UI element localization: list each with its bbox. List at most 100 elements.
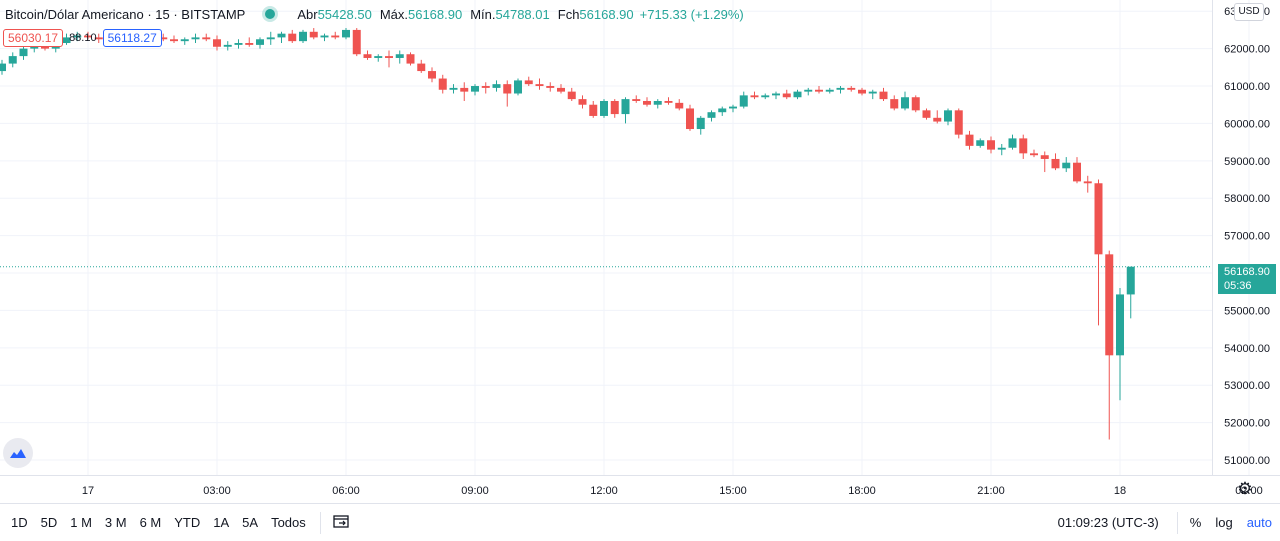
candle-body: [686, 108, 694, 130]
candle-body: [632, 99, 641, 101]
candle-body: [428, 71, 436, 79]
candle-body: [815, 89, 823, 92]
candle-body: [535, 84, 544, 87]
candle-body: [954, 110, 963, 135]
candle-body: [621, 99, 630, 115]
open-value: 55428.50: [317, 6, 372, 22]
candle-body: [234, 43, 243, 45]
auto-toggle[interactable]: auto: [1246, 515, 1272, 530]
candle-body: [589, 104, 598, 116]
tradingview-logo-icon[interactable]: [3, 438, 33, 468]
candle-body: [675, 102, 684, 109]
candle-body: [342, 29, 350, 38]
candle-body: [385, 56, 393, 58]
candle-body: [804, 89, 813, 92]
candle-body: [1051, 158, 1060, 169]
candle-body: [514, 80, 522, 94]
currency-button[interactable]: USD: [1234, 3, 1264, 21]
candle-body: [331, 35, 340, 38]
y-tick-label: 53000.00: [1224, 380, 1270, 392]
y-tick-label: 57000.00: [1224, 231, 1270, 243]
candle-body: [170, 39, 178, 42]
candle-body: [739, 95, 748, 107]
candle-body: [567, 91, 576, 100]
buy-price-button[interactable]: 56118.27: [102, 29, 162, 47]
candle-body: [492, 84, 501, 88]
candle-body: [653, 100, 662, 105]
gear-icon[interactable]: ⚙: [1237, 479, 1253, 498]
range-ytd[interactable]: YTD: [174, 515, 201, 530]
candle-body: [858, 89, 866, 94]
candle-body: [395, 54, 404, 58]
change-value: +715.33 (+1.29%): [639, 6, 744, 22]
candle-body: [600, 100, 608, 116]
candle-body: [1019, 138, 1028, 154]
live-dot-icon: [265, 9, 276, 19]
candle-body: [94, 37, 103, 40]
range-5a[interactable]: 5A: [242, 515, 259, 530]
y-tick-label: 60000.00: [1224, 118, 1270, 130]
x-tick-label: 03:00: [203, 485, 231, 497]
y-tick-label: 58000.00: [1224, 193, 1270, 205]
cloud-icon: [10, 449, 26, 458]
candle-body: [976, 140, 985, 146]
last-price-tag: 56168.90 05:36: [1218, 264, 1276, 294]
candle-body: [965, 134, 974, 146]
log-toggle[interactable]: log: [1215, 515, 1233, 530]
candle-body: [922, 110, 931, 118]
candle-body: [793, 91, 802, 98]
y-tick-label: 54000.00: [1224, 343, 1270, 355]
candle-body: [471, 86, 479, 92]
x-tick-label: 02:00: [1235, 485, 1263, 497]
x-tick-label: 06:00: [332, 485, 360, 497]
candle-body: [772, 93, 780, 96]
x-tick-label: 17: [82, 485, 94, 497]
range-all[interactable]: Todos: [271, 515, 306, 530]
low-label: Mín.: [470, 6, 496, 22]
candle-body: [610, 100, 619, 115]
toolbar-divider: [1176, 511, 1178, 534]
candle-body: [213, 39, 221, 47]
x-tick-label: 12:00: [590, 485, 618, 497]
candle-body: [696, 117, 705, 130]
candle-body: [41, 46, 49, 49]
clock-timezone[interactable]: 01:09:23 (UTC-3): [1057, 515, 1159, 530]
candle-body: [890, 99, 899, 109]
range-1m[interactable]: 1 M: [70, 515, 92, 530]
candle-body: [8, 56, 17, 64]
candle-body: [933, 117, 942, 122]
range-6m[interactable]: 6 M: [139, 515, 162, 530]
symbol-title[interactable]: Bitcoin/Dólar Americano · 15 · BITSTAMP: [5, 6, 246, 22]
high-label: Máx.: [379, 6, 408, 22]
range-1d[interactable]: 1D: [11, 515, 28, 530]
range-5d[interactable]: 5D: [40, 515, 58, 530]
toolbar-right: 01:09:23 (UTC-3) % log auto: [1057, 511, 1280, 534]
candle-body: [256, 39, 264, 45]
sell-price-button[interactable]: 56030.17: [3, 29, 64, 47]
calendar-icon[interactable]: [333, 514, 349, 531]
candle-body: [997, 147, 1006, 150]
range-1a[interactable]: 1A: [213, 515, 230, 530]
y-tick-label: 51000.00: [1224, 455, 1270, 467]
candle-body: [202, 37, 211, 40]
candle-body: [1008, 138, 1017, 148]
y-tick-label: 55000.00: [1224, 305, 1270, 317]
spread-value: 88.10: [69, 32, 97, 44]
candle-body: [557, 87, 565, 92]
y-tick-label: 52000.00: [1224, 418, 1270, 430]
candle-body: [1062, 162, 1071, 169]
chart-canvas[interactable]: 51000.00 52000.00 53000.00 54000.00 55000.00…: [0, 0, 1280, 503]
candle-body: [73, 35, 82, 38]
x-tick-label: 09:00: [461, 485, 489, 497]
range-3m[interactable]: 3 M: [104, 515, 127, 530]
candle-body: [546, 86, 555, 88]
candle-body: [1126, 266, 1135, 295]
candle-body: [245, 43, 254, 45]
percent-toggle[interactable]: %: [1189, 515, 1202, 530]
y-tick-label: 61000.00: [1224, 81, 1270, 93]
candle-body: [309, 31, 318, 38]
candle-body: [707, 112, 716, 118]
candle-body: [0, 63, 6, 72]
candle-body: [1105, 254, 1114, 356]
bottom-toolbar: 1D 5D 1 M 3 M 6 M YTD 1A 5A Todos 01:09:…: [0, 503, 1280, 541]
